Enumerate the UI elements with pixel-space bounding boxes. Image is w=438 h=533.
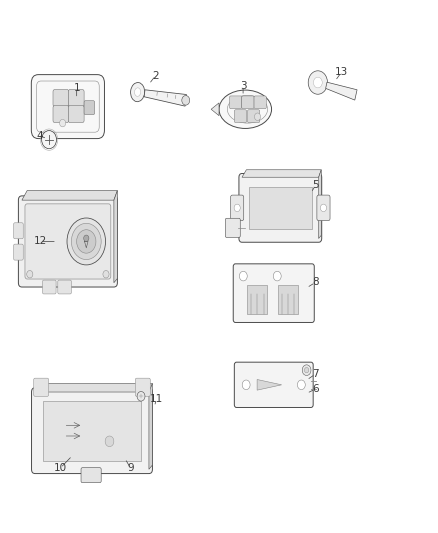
Text: 4: 4 <box>36 131 43 141</box>
Bar <box>278 285 298 314</box>
Circle shape <box>67 218 106 265</box>
Circle shape <box>242 380 250 390</box>
FancyBboxPatch shape <box>53 90 69 107</box>
FancyBboxPatch shape <box>81 468 101 483</box>
FancyBboxPatch shape <box>14 223 23 239</box>
Ellipse shape <box>134 88 141 96</box>
Text: 3: 3 <box>240 82 247 91</box>
FancyBboxPatch shape <box>135 378 150 397</box>
Text: 12: 12 <box>34 237 47 246</box>
FancyBboxPatch shape <box>233 264 314 322</box>
Circle shape <box>302 365 311 375</box>
Circle shape <box>42 131 57 149</box>
Text: 7: 7 <box>312 369 319 379</box>
FancyBboxPatch shape <box>25 204 111 279</box>
FancyBboxPatch shape <box>68 106 84 123</box>
Text: 1: 1 <box>73 83 80 93</box>
Circle shape <box>239 271 247 281</box>
Text: 10: 10 <box>54 463 67 473</box>
FancyBboxPatch shape <box>14 244 23 260</box>
Text: 5: 5 <box>312 181 319 190</box>
Circle shape <box>77 230 96 253</box>
FancyBboxPatch shape <box>42 280 56 294</box>
FancyBboxPatch shape <box>34 378 49 397</box>
FancyBboxPatch shape <box>68 90 84 107</box>
Polygon shape <box>114 190 117 282</box>
FancyBboxPatch shape <box>234 362 313 407</box>
Circle shape <box>321 204 326 212</box>
Polygon shape <box>149 384 152 469</box>
Circle shape <box>304 368 309 373</box>
Circle shape <box>103 271 109 278</box>
Circle shape <box>234 204 240 212</box>
Text: 2: 2 <box>152 71 159 80</box>
FancyBboxPatch shape <box>18 196 117 287</box>
Text: 9: 9 <box>127 463 134 473</box>
FancyBboxPatch shape <box>239 174 321 242</box>
Circle shape <box>105 436 114 447</box>
Text: 6: 6 <box>312 384 319 394</box>
FancyBboxPatch shape <box>230 195 244 221</box>
Polygon shape <box>242 169 321 177</box>
Ellipse shape <box>219 90 272 128</box>
Circle shape <box>254 113 261 120</box>
FancyBboxPatch shape <box>254 96 266 109</box>
Circle shape <box>71 223 101 260</box>
Bar <box>43 401 141 461</box>
Circle shape <box>314 77 322 88</box>
FancyBboxPatch shape <box>234 110 247 123</box>
Ellipse shape <box>131 83 145 102</box>
FancyBboxPatch shape <box>242 96 254 109</box>
Circle shape <box>182 95 190 105</box>
FancyBboxPatch shape <box>32 388 152 473</box>
Polygon shape <box>22 190 117 200</box>
Circle shape <box>27 271 33 278</box>
Text: 8: 8 <box>312 278 319 287</box>
FancyBboxPatch shape <box>58 280 71 294</box>
Bar <box>249 187 312 229</box>
Polygon shape <box>35 384 152 392</box>
Polygon shape <box>319 169 321 239</box>
Circle shape <box>297 380 305 390</box>
FancyBboxPatch shape <box>225 219 240 238</box>
Polygon shape <box>325 82 357 100</box>
FancyBboxPatch shape <box>32 75 104 139</box>
Circle shape <box>84 235 89 241</box>
FancyBboxPatch shape <box>53 106 69 123</box>
Circle shape <box>273 271 281 281</box>
Polygon shape <box>257 379 282 390</box>
Circle shape <box>60 119 66 127</box>
FancyBboxPatch shape <box>247 110 260 123</box>
FancyBboxPatch shape <box>84 101 95 115</box>
Circle shape <box>137 391 145 401</box>
Text: 11: 11 <box>150 394 163 403</box>
Circle shape <box>308 71 328 94</box>
Polygon shape <box>144 90 187 106</box>
Bar <box>247 285 267 314</box>
Polygon shape <box>211 103 219 116</box>
Text: 13: 13 <box>335 67 348 77</box>
FancyBboxPatch shape <box>317 195 330 221</box>
FancyBboxPatch shape <box>230 96 242 109</box>
